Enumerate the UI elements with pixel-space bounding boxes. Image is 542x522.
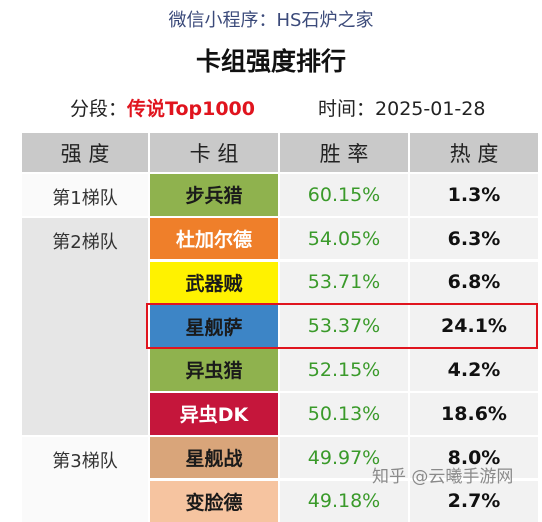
deck: 异虫DK (150, 393, 278, 435)
deck: 星舰萨 (150, 305, 278, 347)
date: 2025-01-28 (375, 98, 486, 120)
watermark: 知乎 @云曦手游网 (372, 467, 514, 487)
win-rate: 60.15% (280, 174, 408, 216)
tier-label: 第1梯队 (22, 174, 148, 216)
title: 卡组强度排行 (195, 47, 346, 76)
popularity: 6.8% (410, 261, 538, 304)
win-rate: 50.13% (280, 393, 408, 435)
tier-label: 第3梯队 (22, 436, 148, 522)
highlight-border (146, 303, 538, 349)
popularity: 8.0% (410, 436, 538, 479)
deck: 星舰战 (150, 436, 278, 479)
win-rate: 49.97% (280, 436, 408, 479)
popularity: 24.1% (410, 305, 538, 347)
page: 微信小程序：HS石炉之家 卡组强度排行 分段：传说Top1000 时间：2025… (22, 10, 538, 522)
win-rate: 54.05% (280, 217, 408, 260)
segment-row: 分段：传说Top1000 (70, 94, 255, 121)
column-header: 热 度 (410, 133, 538, 172)
deck: 变脸德 (150, 480, 278, 522)
column-header: 强 度 (22, 133, 148, 172)
segment-label: 分段： (70, 98, 128, 120)
tier-label: 第2梯队 (22, 217, 148, 435)
deck: 异虫猎 (150, 349, 278, 391)
deck: 武器贼 (150, 261, 278, 304)
source: 微信小程序：HS石炉之家 (168, 10, 374, 31)
column-header: 胜 率 (280, 133, 408, 172)
popularity: 1.3% (410, 174, 538, 216)
column-header: 卡 组 (150, 133, 278, 172)
win-rate: 52.15% (280, 349, 408, 391)
date-label: 时间： (318, 98, 376, 120)
win-rate: 53.71% (280, 261, 408, 304)
popularity: 6.3% (410, 217, 538, 260)
popularity: 4.2% (410, 349, 538, 391)
popularity: 18.6% (410, 393, 538, 435)
date-row: 时间：2025-01-28 (318, 94, 485, 121)
deck: 杜加尔德 (150, 217, 278, 260)
deck: 步兵猎 (150, 174, 278, 216)
win-rate: 53.37% (280, 305, 408, 347)
segment: 传说Top1000 (127, 98, 255, 120)
